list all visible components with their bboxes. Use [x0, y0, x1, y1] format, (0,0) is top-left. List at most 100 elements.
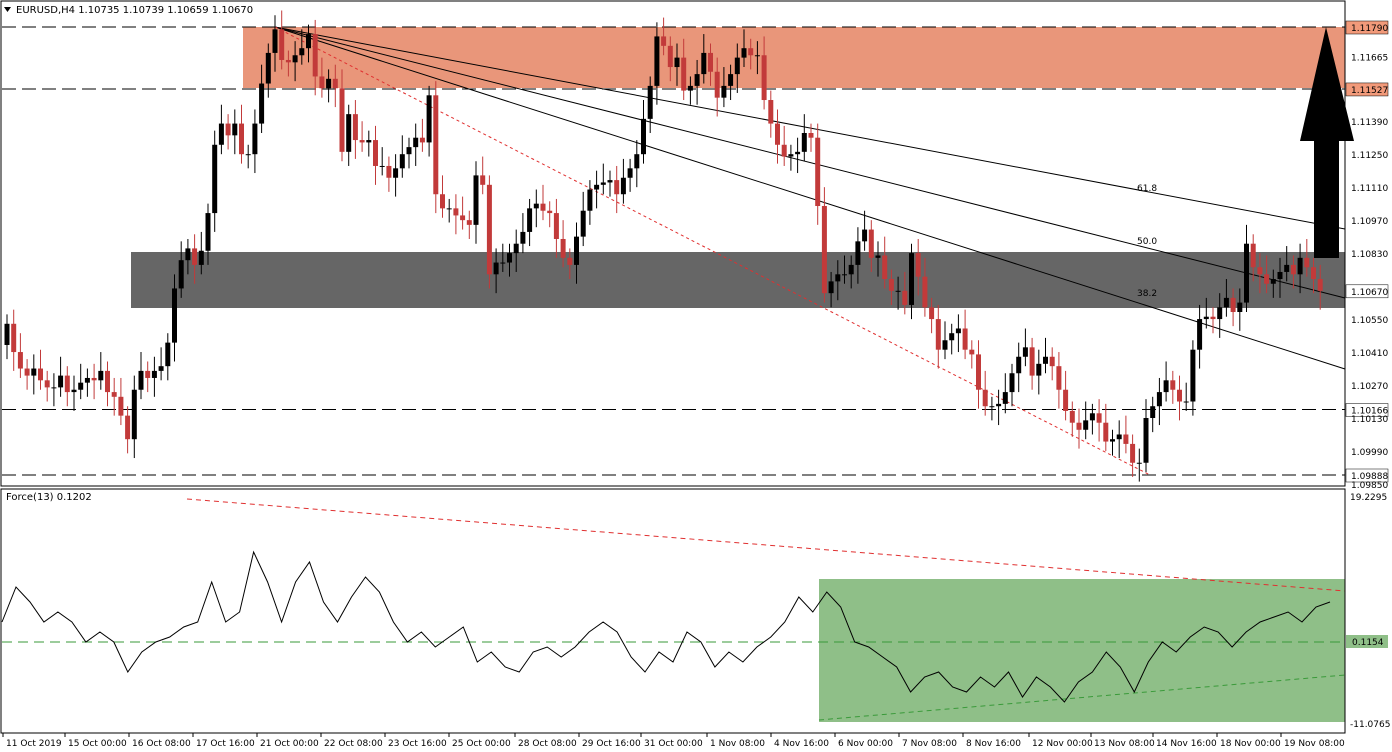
price-tick-label: 1.11390 — [1351, 118, 1388, 128]
candle-body — [218, 123, 224, 145]
candle-body — [909, 253, 914, 305]
candle-body — [520, 231, 526, 244]
candle-body — [1116, 434, 1122, 440]
candle-body — [17, 352, 23, 369]
candle-body — [687, 85, 693, 91]
candle-body — [352, 114, 358, 141]
candle-body — [326, 78, 332, 89]
time-tick-label: 25 Oct 00:00 — [452, 739, 511, 749]
candle-body — [1002, 392, 1008, 404]
candle-body — [955, 328, 961, 334]
candle-body — [533, 203, 539, 209]
candle-body — [319, 76, 325, 89]
time-tick-label: 21 Oct 00:00 — [260, 739, 319, 749]
candle-body — [513, 243, 519, 254]
candle-body — [111, 392, 117, 397]
candle-body — [902, 290, 908, 305]
candle-body — [614, 180, 620, 195]
candle-body — [440, 194, 445, 209]
force-scale-top: 19.2295 — [1350, 493, 1387, 503]
candle-body — [1036, 363, 1042, 376]
candle-body — [708, 52, 713, 72]
candle-body — [1156, 392, 1162, 407]
time-tick-label: 7 Nov 08:00 — [902, 739, 957, 749]
candle-body — [239, 123, 244, 155]
price-label-box — [1345, 468, 1389, 483]
up-arrow-icon — [1300, 27, 1354, 258]
candle-body — [1130, 443, 1136, 463]
candle-body — [728, 74, 734, 86]
candle-body — [580, 210, 586, 237]
candle-body — [701, 52, 707, 75]
candle-body — [178, 260, 184, 289]
candle-body — [346, 114, 352, 152]
candle-body — [31, 368, 37, 376]
force-panel: Force(13) 0.1202 19.2295 -11.0765 0.1154 — [0, 488, 1390, 734]
price-tick-label: 1.10970 — [1351, 217, 1388, 227]
fib-label-382: 38.2 — [1137, 289, 1157, 299]
collapse-triangle-icon[interactable] — [4, 7, 11, 12]
candle-body — [1043, 356, 1048, 364]
candle-body — [714, 71, 720, 98]
price-label-box — [1345, 20, 1389, 35]
candle-body — [44, 380, 50, 388]
candle-body — [486, 184, 492, 275]
candle-body — [754, 55, 760, 57]
candle-body — [734, 57, 740, 75]
price-tick-label: 1.11527 — [1351, 86, 1388, 96]
candle-body — [1190, 349, 1196, 402]
candle-body — [915, 253, 921, 277]
candle-body — [761, 55, 767, 101]
candle-body — [493, 262, 499, 275]
candle-body — [165, 342, 171, 367]
price-tick-label: 1.10670 — [1351, 288, 1388, 298]
red-trendline — [274, 26, 1151, 476]
time-tick-label: 17 Oct 16:00 — [196, 739, 255, 749]
candle-body — [393, 168, 399, 178]
candle-body — [1264, 274, 1270, 284]
candle-body — [1237, 302, 1243, 313]
candle-body — [332, 78, 338, 89]
time-tick-label: 28 Oct 08:00 — [518, 739, 577, 749]
candle-body — [1197, 319, 1203, 350]
candle-body — [540, 203, 546, 211]
candle-body — [4, 323, 10, 345]
candle-body — [1223, 297, 1229, 308]
candle-body — [1143, 417, 1149, 463]
candle-body — [1022, 347, 1028, 357]
time-tick-label: 15 Oct 00:00 — [68, 739, 127, 749]
force-green-zone — [819, 579, 1345, 722]
candle-body — [339, 88, 345, 152]
candle-body — [895, 290, 901, 292]
candle-body — [882, 255, 888, 280]
candle-body — [91, 377, 97, 381]
candle-body — [480, 175, 486, 185]
candle-body — [1210, 316, 1216, 320]
force-red-trendline — [186, 498, 1346, 592]
candle-body — [1177, 389, 1182, 402]
time-tick-label: 11 Oct 2019 — [6, 739, 62, 749]
candle-body — [473, 175, 479, 225]
candle-body — [647, 85, 653, 119]
time-tick-label: 22 Oct 08:00 — [324, 739, 383, 749]
candle-body — [848, 264, 854, 275]
resistance-zone — [243, 27, 1345, 88]
candle-body — [312, 34, 318, 77]
candle-body — [265, 52, 271, 84]
time-tick-label: 14 Nov 16:00 — [1156, 739, 1217, 749]
fib-label-618: 61.8 — [1137, 184, 1157, 194]
candle-body — [1270, 279, 1276, 284]
candle-body — [84, 377, 90, 383]
candle-body — [828, 281, 834, 294]
fib-label-500: 50.0 — [1137, 237, 1157, 247]
candle-body — [292, 55, 298, 63]
price-tick-label: 1.10270 — [1351, 382, 1388, 392]
candlestick-series — [4, 10, 1323, 482]
price-tick-label: 1.11665 — [1351, 53, 1388, 63]
candle-body — [138, 370, 144, 390]
candle-body — [681, 57, 687, 91]
candle-body — [198, 250, 204, 265]
candle-body — [862, 229, 868, 242]
candle-body — [1009, 373, 1015, 393]
